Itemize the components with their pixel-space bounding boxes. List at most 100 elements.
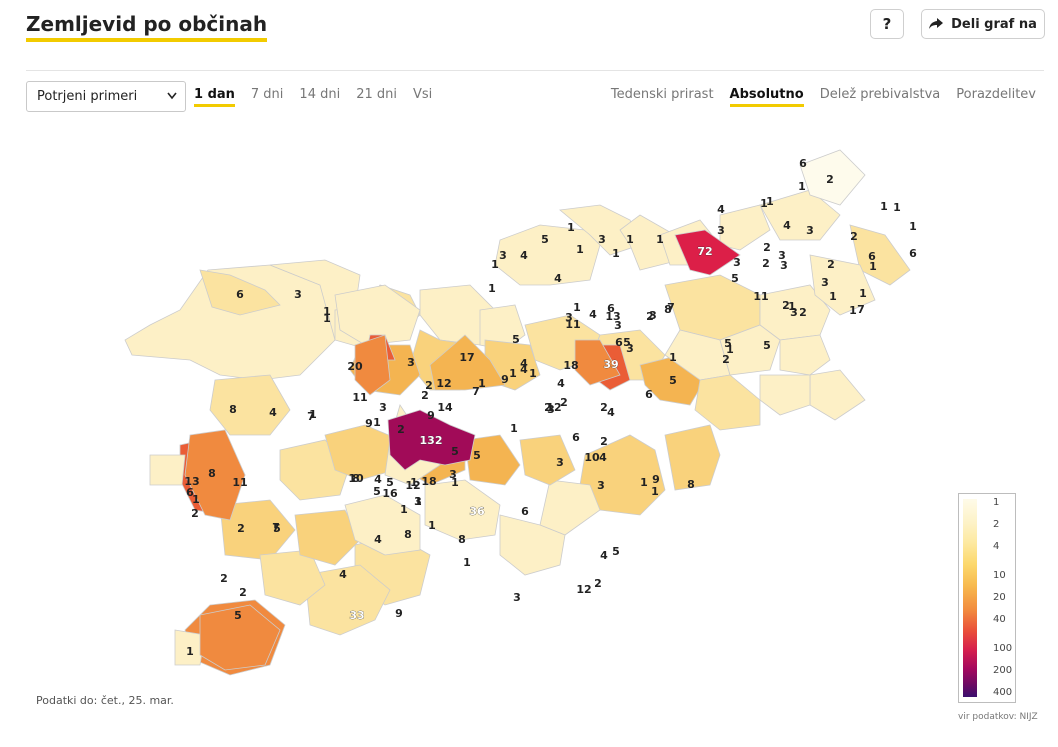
municipality-value-label: 2	[594, 577, 602, 590]
municipality-value-label: 8	[458, 533, 466, 546]
municipality-shape[interactable]	[849, 224, 911, 286]
municipality-value-label: 2	[425, 379, 433, 392]
tab-1-dan[interactable]: 1 dan	[194, 87, 235, 107]
municipality-value-label: 3	[778, 249, 786, 262]
municipality-value-label: 2	[763, 241, 771, 254]
municipality-value-label: 3	[547, 403, 555, 416]
municipality-value-label: 5	[623, 336, 631, 349]
municipality-shape[interactable]	[719, 324, 781, 376]
municipality-shape[interactable]	[519, 434, 576, 486]
municipality-shape[interactable]	[294, 509, 361, 566]
municipality-shape[interactable]	[779, 334, 831, 376]
help-button[interactable]: ?	[870, 9, 904, 39]
municipality-value-label: 1	[186, 645, 194, 658]
tab-7-dni[interactable]: 7 dni	[250, 87, 284, 102]
municipality-shape[interactable]	[759, 374, 811, 416]
municipality-shape[interactable]	[799, 149, 866, 206]
municipality-value-label: 1	[573, 301, 581, 314]
municipality-value-label: 11	[753, 290, 768, 303]
municipality-shape[interactable]	[759, 189, 841, 241]
municipality-value-label: 1	[880, 200, 888, 213]
municipality-value-label: 8	[229, 403, 237, 416]
municipality-shape[interactable]	[219, 499, 296, 561]
municipality-shape[interactable]	[809, 254, 876, 316]
share-button[interactable]: Deli graf na	[921, 9, 1045, 39]
municipality-shape[interactable]	[199, 269, 281, 316]
municipality-value-label: 1	[510, 422, 518, 435]
municipality-shape[interactable]	[149, 454, 186, 486]
municipality-shape[interactable]	[424, 479, 501, 541]
municipality-value-label: 2	[560, 396, 568, 409]
municipality-shape[interactable]	[174, 629, 206, 666]
municipality-value-label: 6	[236, 288, 244, 301]
municipality-value-label: 1	[651, 485, 659, 498]
municipality-value-label: 10	[584, 451, 600, 464]
municipality-shape[interactable]	[674, 229, 741, 276]
legend-label: 100	[993, 643, 1013, 654]
municipality-value-label: 2	[191, 507, 199, 520]
municipality-shape[interactable]	[479, 304, 526, 351]
municipality-shape[interactable]	[184, 429, 246, 521]
tab-porazdelitev[interactable]: Porazdelitev	[956, 87, 1036, 102]
municipality-value-label: 3	[626, 342, 634, 355]
municipality-shape[interactable]	[499, 514, 566, 576]
tab-delez-prebivalstva[interactable]: Delež prebivalstva	[819, 87, 941, 102]
municipality-value-label: 3	[780, 259, 788, 272]
municipality-shape[interactable]	[334, 284, 421, 346]
tab-absolutno[interactable]: Absolutno	[729, 87, 804, 107]
metric-select[interactable]: Potrjeni primeri	[26, 81, 186, 112]
municipality-value-label: 1	[859, 287, 867, 300]
municipality-shape[interactable]	[344, 494, 421, 556]
municipality-shape[interactable]	[719, 204, 771, 251]
municipality-shape[interactable]	[694, 374, 761, 431]
tab-tedenski-prirast[interactable]: Tedenski prirast	[610, 87, 714, 102]
share-button-label: Deli graf na	[951, 16, 1037, 32]
municipality-value-label: 3	[407, 356, 415, 369]
municipality-value-label: 6	[909, 247, 917, 260]
municipality-value-label: 4	[783, 219, 791, 232]
municipality-value-label: 14	[437, 401, 453, 414]
tab-14-dni[interactable]: 14 dni	[299, 87, 341, 102]
municipality-value-label: 1	[509, 367, 517, 380]
municipality-value-label: 1	[451, 476, 459, 489]
municipality-shape[interactable]	[574, 339, 621, 386]
municipality-value-label: 1	[760, 197, 768, 210]
tab-vsi[interactable]: Vsi	[412, 87, 433, 102]
municipality-shape[interactable]	[429, 334, 506, 391]
municipality-value-label: 1	[567, 221, 575, 234]
municipality-value-label: 1	[373, 416, 381, 429]
municipality-value-label: 7	[472, 385, 480, 398]
municipality-value-label: 1	[909, 220, 917, 233]
municipality-shape[interactable]	[304, 564, 391, 636]
municipality-value-label: 2	[762, 257, 770, 270]
municipality-value-label: 1	[491, 258, 499, 271]
metric-select-value: Potrjeni primeri	[37, 89, 138, 104]
tab-21-dni[interactable]: 21 dni	[356, 87, 397, 102]
municipality-value-label: 4	[717, 203, 725, 216]
municipality-value-label: 3	[556, 456, 564, 469]
municipality-shape[interactable]	[354, 334, 391, 396]
municipality-shape[interactable]	[387, 409, 476, 471]
municipality-value-label: 132	[420, 434, 443, 447]
municipality-shape[interactable]	[209, 374, 291, 436]
municipality-value-label: 36	[469, 505, 485, 518]
municipality-value-label: 8	[687, 478, 695, 491]
municipality-shape[interactable]	[664, 424, 721, 491]
municipality-value-label: 3	[598, 233, 606, 246]
municipality-value-label: 2	[646, 310, 654, 323]
municipality-shape[interactable]	[494, 224, 601, 286]
municipality-shape[interactable]	[464, 434, 521, 486]
municipality-shape[interactable]	[539, 479, 601, 536]
municipality-shape[interactable]	[199, 604, 281, 671]
municipality-value-label: 1	[414, 495, 422, 508]
municipality-value-label: 33	[349, 609, 364, 622]
municipality-value-label: 1	[726, 343, 734, 356]
municipality-value-label: 5	[724, 337, 732, 350]
municipality-value-label: 5	[373, 485, 381, 498]
municipality-shape[interactable]	[809, 369, 866, 421]
municipality-value-label: 3	[597, 479, 605, 492]
chevron-down-icon	[167, 92, 177, 100]
municipality-value-label: 1	[323, 305, 331, 318]
